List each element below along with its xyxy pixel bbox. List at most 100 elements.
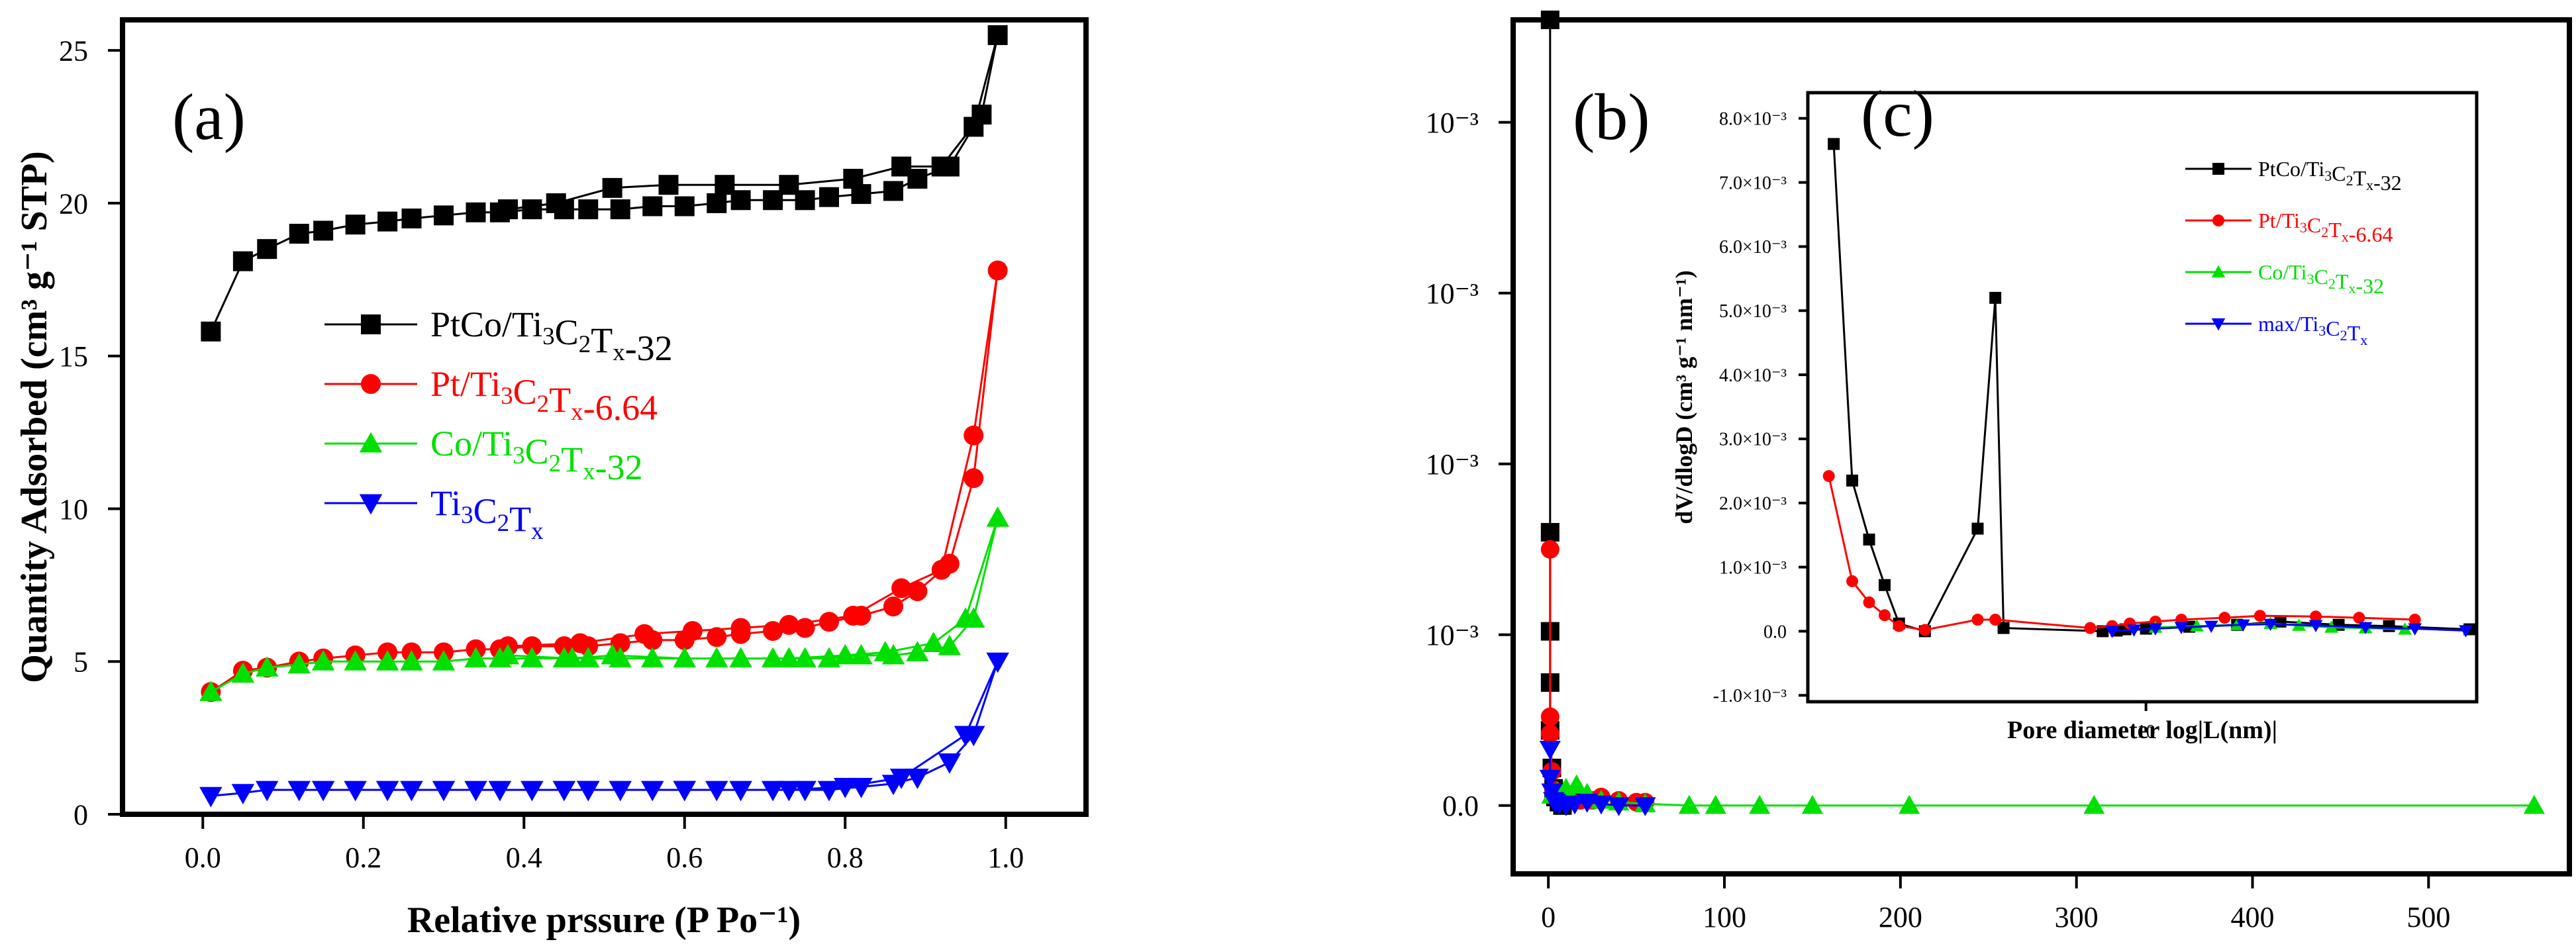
panel-a-series-2-point xyxy=(906,641,929,661)
panel-a-series-3-point xyxy=(834,777,857,798)
panel-b-y-tick-label: 10⁻³ xyxy=(1426,619,1479,651)
panel-a-series-1-point xyxy=(907,581,928,602)
panel-c-series-1-point xyxy=(2254,610,2266,622)
panel-c-x-ticks: 10 xyxy=(2137,702,2155,742)
panel-c-series-0-point xyxy=(2097,625,2109,638)
panel-c-series-3-point xyxy=(2308,620,2323,633)
panel-c-legend: PtCo/Ti3C2Tx-32 Pt/Ti3C2Tx-6.64 Co/Ti3C2Tx… xyxy=(2185,157,2402,348)
panel-b-series-0-point xyxy=(1540,11,1560,29)
panel-a-series-2-point xyxy=(496,643,520,665)
panel-c-series-0-point xyxy=(1846,474,1859,487)
panel-a-series-3-point xyxy=(641,781,664,802)
panel-a-series-2-point xyxy=(793,647,817,668)
panel-b-series-2-point xyxy=(2523,794,2545,814)
panel-a-series-3-point xyxy=(777,781,801,802)
panel-c-legend-label-2: Co/Ti3C2Tx-32 xyxy=(2258,260,2384,298)
panel-a-legend-marker-0 xyxy=(361,314,381,334)
panel-b-series-3-point xyxy=(1608,797,1630,816)
panel-c-series-0-point xyxy=(1997,622,2010,634)
panel-c-series-2-point xyxy=(2190,619,2204,632)
panel-c-y-tick-label: -1.0×10⁻³ xyxy=(1713,686,1787,706)
panel-a-series-3-point xyxy=(577,781,600,802)
panel-a-series-0-point xyxy=(779,175,799,195)
panel-a-series-0-point xyxy=(232,251,253,271)
panel-c-series-1-point xyxy=(1893,620,1905,632)
panel-a-series-3-point xyxy=(761,781,785,802)
panel-a-frame xyxy=(120,17,1089,817)
panel-a-series-3-point xyxy=(817,781,841,802)
panel-a-y-tick-label: 10 xyxy=(59,493,88,526)
panel-b-series-2-line xyxy=(1551,784,2534,807)
panel-a-y-tick-label: 20 xyxy=(59,187,88,220)
panel-a-series-0-point xyxy=(843,169,864,189)
panel-c-series xyxy=(1822,138,2476,638)
panel-a-series-3-point xyxy=(199,786,223,808)
panel-b-series-1-point xyxy=(1540,707,1560,726)
panel-c-y-tick-label: 5.0×10⁻³ xyxy=(1719,301,1787,322)
panel-a-series-2-point xyxy=(954,607,977,628)
panel-a-series-1-point xyxy=(964,425,984,446)
panel-a-series-0-point xyxy=(819,187,839,207)
panel-a-series-3-point xyxy=(231,784,255,804)
panel-a-series-2-point xyxy=(986,506,1009,527)
panel-c-series-1-point xyxy=(1918,624,1931,636)
panel-c-legend-label-0: PtCo/Ti3C2Tx-32 xyxy=(2258,157,2402,195)
panel-a-series-3-point xyxy=(400,781,423,802)
panel-a-series-0-point xyxy=(715,175,735,195)
panel-c-x-axis-title: Pore diameter log|L(nm)| xyxy=(2007,716,2277,744)
panel-a-series-3-point xyxy=(609,781,632,802)
panel-c-series-1-point xyxy=(1822,470,1835,483)
panel-a-series-0-point xyxy=(987,25,1008,46)
panel-c-series-1-point xyxy=(2310,610,2322,623)
panel-a-series-2-point xyxy=(287,653,311,674)
panel-a-series-2-point xyxy=(520,647,544,668)
panel-c-series-3-point xyxy=(2358,622,2373,635)
panel-c-series-3-point xyxy=(2148,623,2163,636)
panel-a-series-3-point xyxy=(488,781,512,802)
panel-a-series-2-point xyxy=(400,649,423,671)
panel-c-y-tick-label: 6.0×10⁻³ xyxy=(1719,237,1787,258)
panel-c-series-0-point xyxy=(1989,291,2002,304)
panel-a-series-1-point xyxy=(843,606,864,626)
panel-a-y-tick-label: 15 xyxy=(59,340,88,373)
panel-a-series-0-point xyxy=(931,156,952,177)
panel-b-x-tick-label: 0 xyxy=(1541,901,1556,933)
panel-a-series-3-point xyxy=(889,769,913,789)
panel-a-x-tick-label: 0.2 xyxy=(345,841,381,874)
panel-c-series-0-point xyxy=(1971,522,1984,535)
panel-a-series-3-point xyxy=(906,769,929,789)
panel-a-series-1-point xyxy=(891,578,912,598)
panel-a-series-0-point xyxy=(401,209,422,228)
panel-a-series-2-point xyxy=(850,643,873,665)
panel-a-legend-label-2: Co/Ti3C2Tx-32 xyxy=(430,424,643,487)
panel-c-series-0-point xyxy=(1828,138,1840,150)
panel-a-series-0-point xyxy=(257,239,277,260)
panel-a-series-1-point xyxy=(570,633,591,653)
panel-b-series-0-point xyxy=(1540,523,1560,542)
panel-a-series xyxy=(199,25,1009,808)
panel-c-series-1-point xyxy=(1971,614,1984,626)
panel-a-y-ticks: 0 5 10 15 20 25 xyxy=(59,35,123,831)
panel-c-y-ticks: -1.0×10⁻³ 0.0 1.0×10⁻³ 2.0×10⁻³ 3.0×10⁻³ 4.0×… xyxy=(1713,109,1808,706)
panel-c-series-3-point xyxy=(2263,618,2277,632)
panel-b-series xyxy=(1539,11,2545,816)
panel-a-legend-marker-2 xyxy=(359,432,383,453)
panel-a-series-3-point xyxy=(256,781,279,802)
panel-c-series-0-point xyxy=(1863,533,1875,546)
panel-c-y-axis-title: dV/dlogD (cm³ g⁻¹ nm⁻¹) xyxy=(1671,270,1697,524)
panel-a-series-2-point xyxy=(231,662,255,683)
panel-c-series-1-point xyxy=(2084,622,2097,634)
panel-a-series-0-point xyxy=(707,193,727,213)
panel-b-y-tick-label: 10⁻³ xyxy=(1426,448,1479,481)
panel-a-x-tick-label: 1.0 xyxy=(987,841,1024,874)
panel-a-series-3-point xyxy=(954,726,977,747)
panel-a-label: (a) xyxy=(172,80,246,154)
panel-c-series-0-point xyxy=(2383,620,2395,632)
panel-c-series-1-point xyxy=(1989,614,2002,626)
panel-a-series-3-point xyxy=(344,781,367,802)
panel-a-series-2-point xyxy=(938,634,962,655)
panel-b-series-3-point xyxy=(1539,741,1561,760)
panel-c-series-1-point xyxy=(1846,575,1859,587)
panel-a-series-1-point xyxy=(763,621,783,641)
panel-c-series-1-point xyxy=(2218,612,2231,624)
